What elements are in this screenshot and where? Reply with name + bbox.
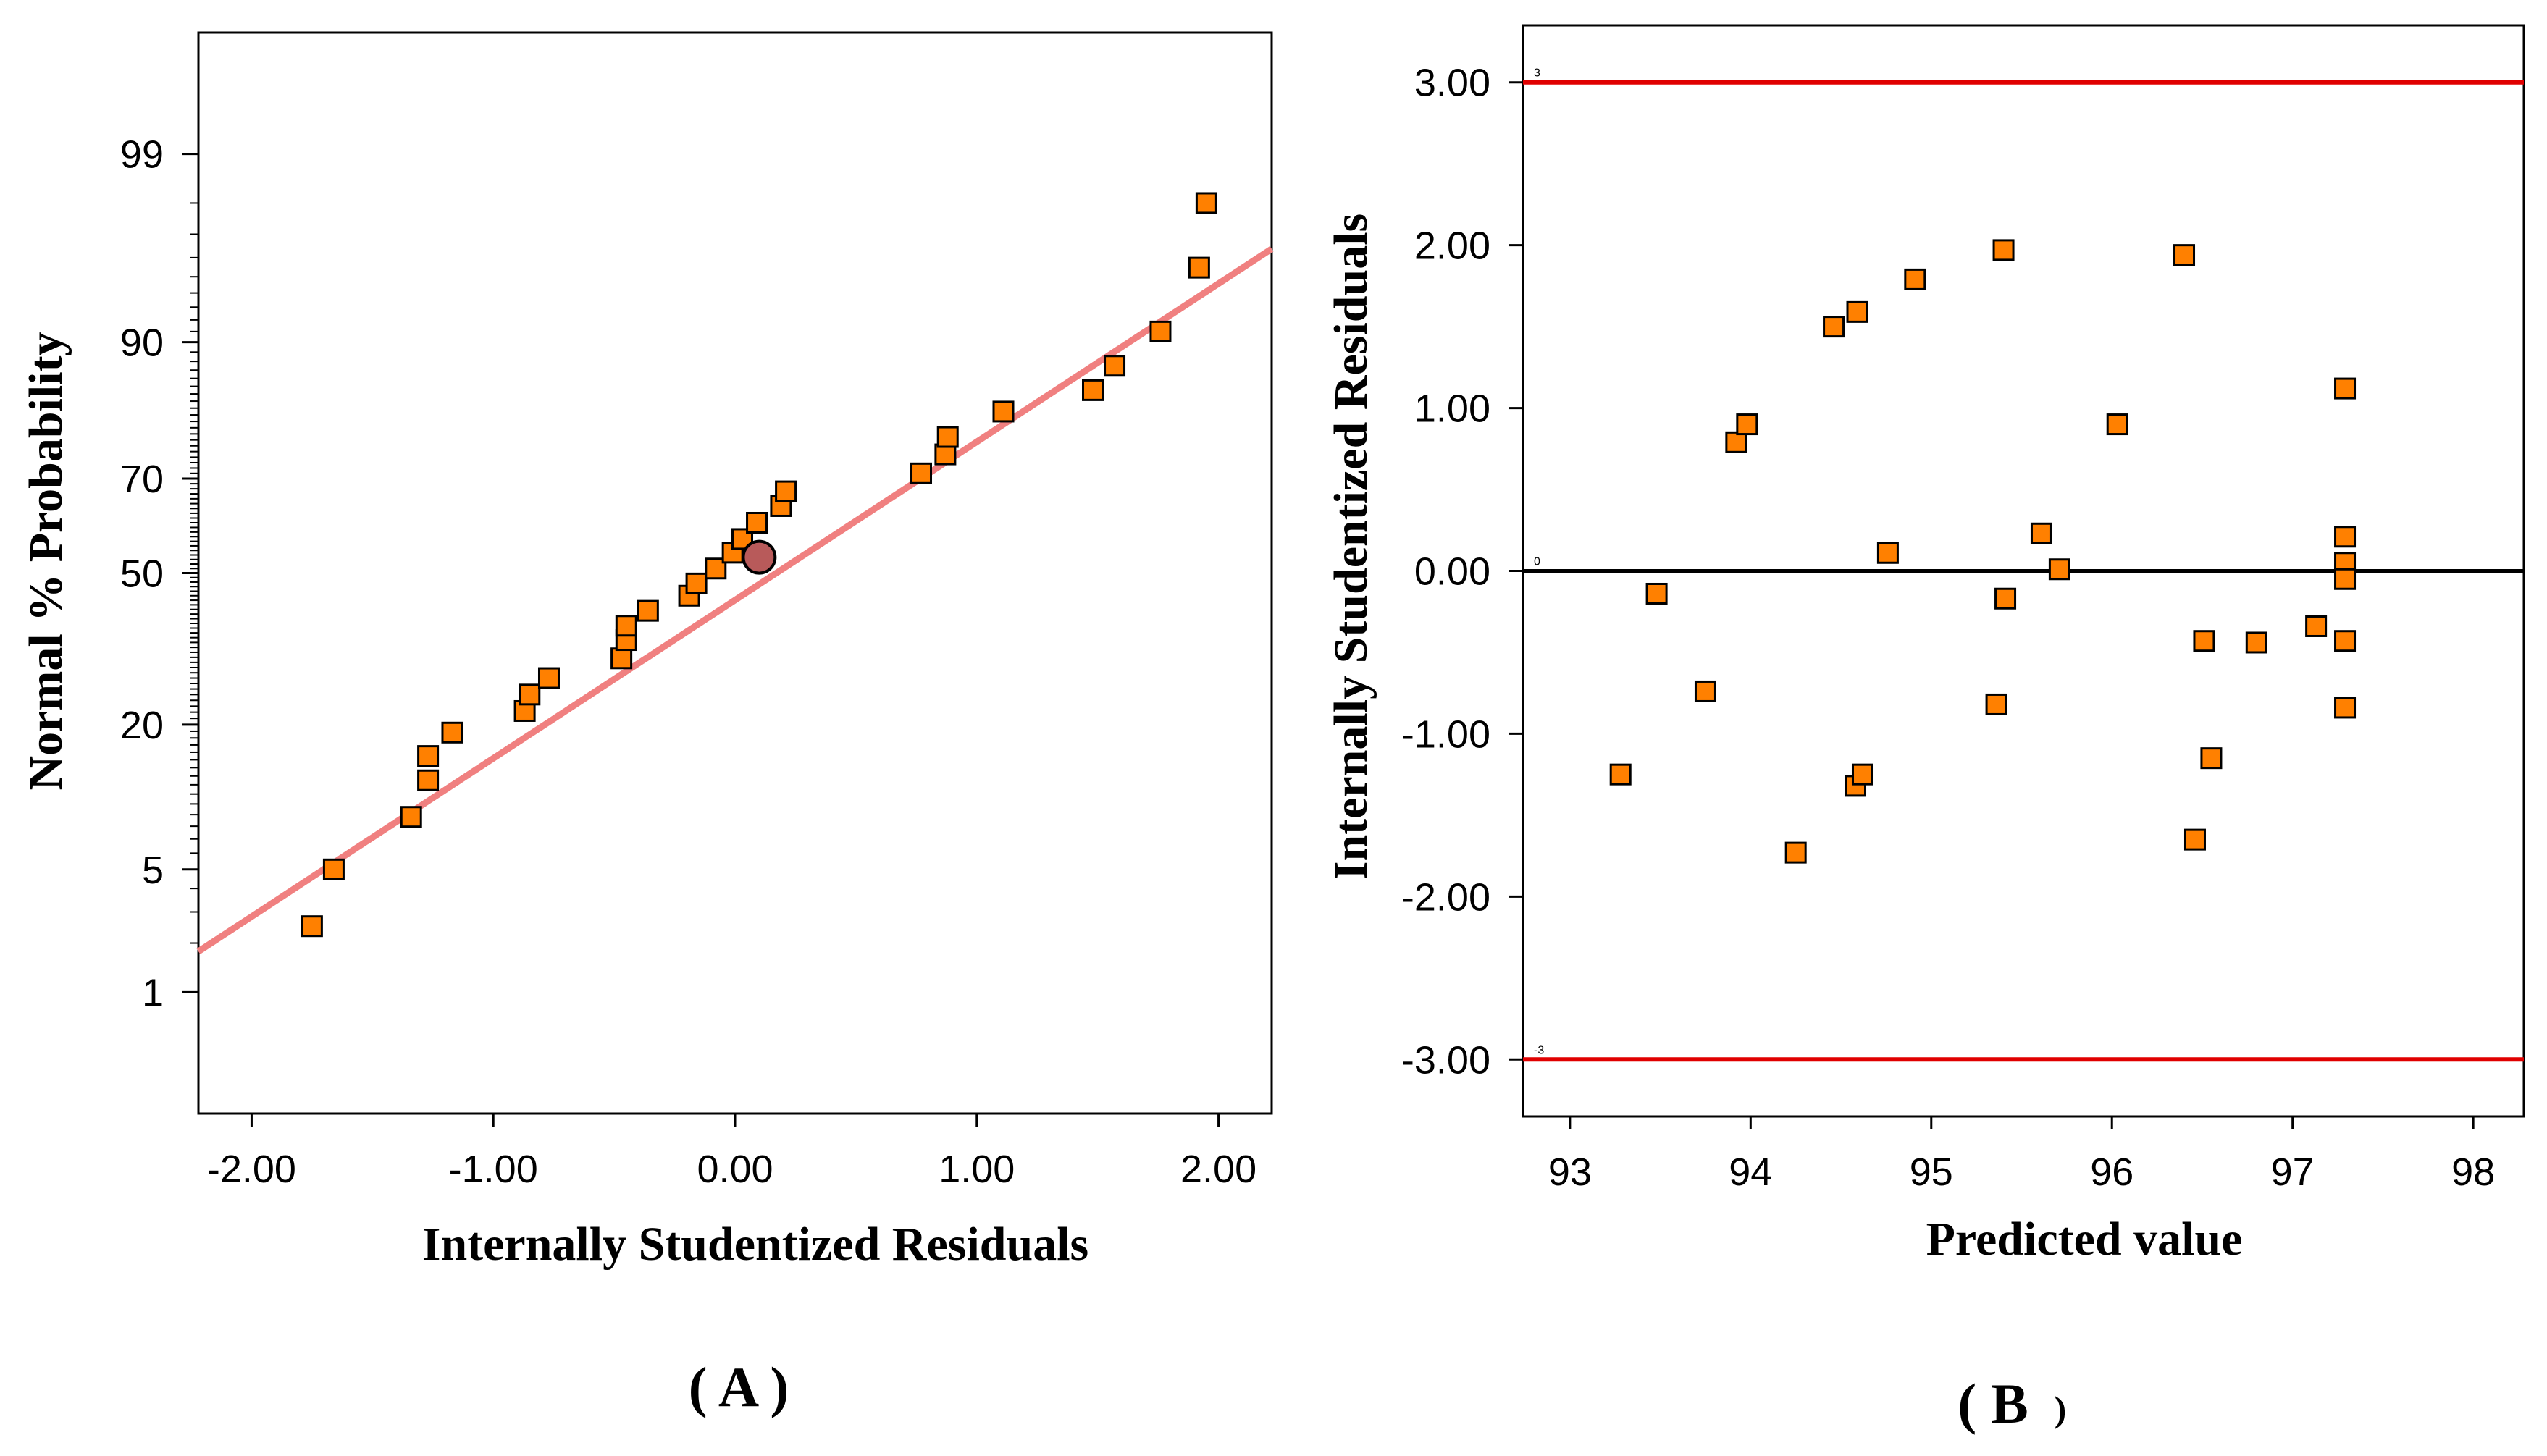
panel-b-label-close: ) [2055, 1389, 2067, 1429]
panel-a-point-19 [746, 511, 768, 534]
panel-b-x-tick-label: 93 [1548, 1150, 1592, 1194]
panel-a-y-tick-label: 5 [142, 849, 164, 892]
panel-b-y-tick-label: 0.00 [1414, 550, 1490, 594]
panel-b-point-25 [2334, 377, 2357, 400]
panel-b-y-tick-label: -2.00 [1401, 875, 1490, 919]
panel-b-reference-line-label: 0 [1534, 556, 1540, 568]
panel-a-point-8 [519, 683, 541, 706]
panel-a-point-10 [610, 647, 633, 670]
panel-a-point-13 [637, 599, 659, 622]
panel-b-point-24 [2305, 615, 2328, 637]
panel-b-point-7 [1823, 316, 1845, 338]
panel-b-point-20 [2183, 828, 2206, 851]
panel-b-reference-line-label: 3 [1534, 67, 1540, 80]
panel-a-fit-line [196, 245, 1274, 954]
panel-a-y-axis-title: Normal % Probability [20, 332, 72, 790]
panel-b-x-tick-label: 98 [2451, 1150, 2495, 1194]
panel-b-y-tick-label: 2.00 [1414, 224, 1490, 268]
panel-b-point-9 [1846, 300, 1868, 323]
panel-b-y-axis-title: Internally Studentized Residuals [1325, 214, 1377, 880]
panel-a-point-28 [1149, 320, 1172, 342]
panel-a-y-tick-label: 70 [120, 458, 164, 501]
panel-b-label: ( B [1958, 1372, 2028, 1435]
panel-a-point-21 [775, 480, 797, 502]
panel-a-point-27 [1104, 355, 1126, 377]
panel-b-y-tick-label: 3.00 [1414, 62, 1490, 105]
panel-b: 3 0 -3 93 94 95 96 97 98 -3.00 -2.00 -1.00 0.00 1.0… [1325, 24, 2525, 1435]
panel-b-x-tick-label: 97 [2271, 1150, 2315, 1194]
panel-b-point-6 [1784, 841, 1807, 864]
panel-b-point-11 [1876, 542, 1899, 564]
panel-a-y-tick-label: 20 [120, 704, 164, 747]
panel-a-point-9 [537, 667, 560, 689]
panel-a-point-23 [934, 443, 957, 466]
panel-b-point-5 [1736, 413, 1758, 436]
panel-a-point-1 [301, 915, 323, 938]
panel-a-x-tick-label: 1.00 [939, 1148, 1015, 1191]
panel-b-point-1 [1609, 763, 1632, 786]
panel-a: -2.00 -1.00 0.00 1.00 2.00 1 5 20 50 70 90 99 Inte… [20, 31, 1274, 1418]
panel-a-y-tick-label: 90 [120, 321, 164, 365]
panel-a-x-ticks: -2.00 -1.00 0.00 1.00 2.00 [207, 1114, 1256, 1191]
panel-b-x-tick-label: 95 [1910, 1150, 1953, 1194]
panel-b-point-18 [2106, 413, 2128, 436]
panel-a-x-tick-label: -1.00 [449, 1148, 538, 1191]
panel-b-point-3 [1694, 680, 1716, 702]
panel-a-point-26 [1082, 379, 1104, 401]
panel-a-x-axis-title: Internally Studentized Residuals [422, 1218, 1088, 1271]
panel-a-point-4 [417, 769, 440, 791]
panel-b-point-28 [2334, 568, 2357, 590]
panel-a-frame [197, 31, 1273, 1115]
panel-b-point-23 [2245, 631, 2267, 654]
panel-b-point-10 [1851, 763, 1873, 786]
panel-a-label: ( A ) [689, 1355, 789, 1418]
panel-b-point-2 [1645, 582, 1668, 605]
panel-b-x-tick-label: 96 [2090, 1150, 2133, 1194]
panel-b-y-tick-label: 1.00 [1414, 387, 1490, 431]
panel-b-y-ticks: -3.00 -2.00 -1.00 0.00 1.00 2.00 3.00 [1401, 62, 1523, 1082]
panel-a-point-5 [417, 745, 440, 767]
panel-b-point-22 [2200, 747, 2223, 770]
panel-a-y-ticks: 1 5 20 50 70 90 99 [120, 133, 198, 1014]
panel-a-point-15 [685, 572, 708, 594]
panel-b-point-29 [2334, 630, 2357, 652]
panel-a-y-tick-label: 50 [120, 552, 164, 596]
panel-b-point-12 [1904, 268, 1926, 290]
panel-b-x-tick-label: 94 [1729, 1150, 1772, 1194]
panel-b-point-14 [1992, 239, 2015, 261]
panel-b-point-19 [2173, 244, 2196, 266]
panel-b-x-ticks: 93 94 95 96 97 98 [1548, 1116, 2495, 1194]
panel-a-y-tick-label: 99 [120, 133, 164, 177]
panel-b-point-13 [1985, 693, 2007, 715]
panel-b-point-21 [2193, 630, 2215, 652]
panel-a-point-24 [936, 426, 959, 448]
panel-a-point-30 [1195, 192, 1217, 214]
panel-b-point-15 [1994, 587, 2017, 610]
panel-a-x-tick-label: -2.00 [207, 1148, 296, 1191]
panel-b-y-tick-label: -3.00 [1401, 1038, 1490, 1082]
panel-a-point-3 [400, 806, 422, 828]
panel-a-highlight-point [742, 539, 777, 575]
panel-a-point-12 [615, 615, 637, 637]
panel-a-point-2 [322, 858, 345, 880]
panel-b-point-17 [2048, 558, 2070, 581]
panel-a-point-29 [1188, 256, 1210, 279]
panel-a-point-25 [992, 400, 1015, 423]
panel-b-x-axis-title: Predicted value [1926, 1213, 2243, 1266]
panel-a-x-tick-label: 2.00 [1180, 1148, 1256, 1191]
panel-b-y-tick-label: -1.00 [1401, 712, 1490, 756]
panel-b-point-16 [2030, 522, 2052, 544]
panel-a-x-tick-label: 0.00 [697, 1148, 773, 1191]
panel-b-point-4 [1725, 431, 1747, 453]
panel-b-reference-line-label: -3 [1534, 1044, 1544, 1056]
panel-b-plot-area: 3 0 -3 [1522, 24, 2525, 1118]
panel-a-y-tick-label: 1 [142, 971, 164, 1014]
panel-a-point-16 [705, 557, 727, 580]
panel-a-point-6 [441, 721, 463, 744]
panel-a-plot-area [196, 31, 1274, 1115]
panel-b-point-26 [2334, 526, 2357, 548]
panel-a-point-22 [910, 462, 933, 484]
panel-b-point-30 [2334, 697, 2357, 719]
